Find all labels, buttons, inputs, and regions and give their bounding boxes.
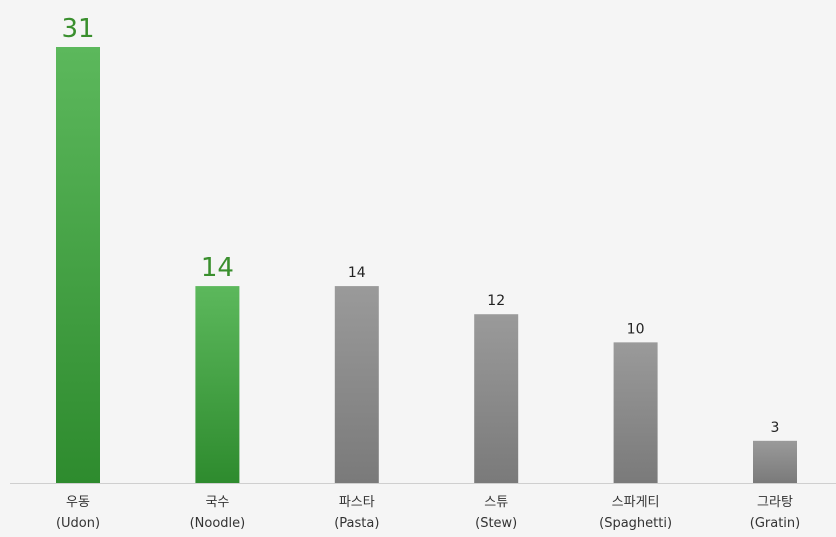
value-label-5: 3 bbox=[771, 420, 780, 436]
bar-5 bbox=[753, 440, 797, 483]
value-label-0: 31 bbox=[61, 14, 94, 44]
category-label-english-0: (Udon) bbox=[56, 516, 100, 531]
category-label-korean-1: 국수 bbox=[205, 495, 229, 510]
category-labels-layer: 우동 (Udon) 국수 (Noodle) 파스타 (Pasta) 스튜 (Stew) 스파게티… bbox=[56, 495, 800, 531]
category-label-korean-4: 스파게티 bbox=[612, 495, 660, 510]
category-label-english-2: (Pasta) bbox=[334, 516, 379, 531]
bar-0 bbox=[56, 47, 100, 483]
category-label-korean-0: 우동 bbox=[66, 495, 90, 510]
category-label-korean-5: 그라탕 bbox=[757, 495, 793, 510]
value-label-1: 14 bbox=[201, 253, 234, 283]
value-label-2: 14 bbox=[348, 265, 366, 281]
bar-1 bbox=[195, 286, 240, 483]
bars-layer bbox=[56, 47, 797, 483]
category-label-english-3: (Stew) bbox=[475, 516, 517, 531]
value-label-3: 12 bbox=[487, 293, 505, 309]
category-label-english-5: (Gratin) bbox=[750, 516, 800, 531]
category-label-english-1: (Noodle) bbox=[190, 516, 246, 531]
bar-4 bbox=[613, 342, 658, 483]
category-label-korean-2: 파스타 bbox=[339, 495, 375, 510]
value-labels-layer: 31 14 14 12 10 3 bbox=[61, 14, 779, 436]
bar-2 bbox=[334, 286, 379, 483]
category-label-korean-3: 스튜 bbox=[484, 495, 508, 510]
bar-3 bbox=[474, 314, 519, 483]
value-label-4: 10 bbox=[627, 321, 645, 337]
category-label-english-4: (Spaghetti) bbox=[599, 516, 672, 531]
